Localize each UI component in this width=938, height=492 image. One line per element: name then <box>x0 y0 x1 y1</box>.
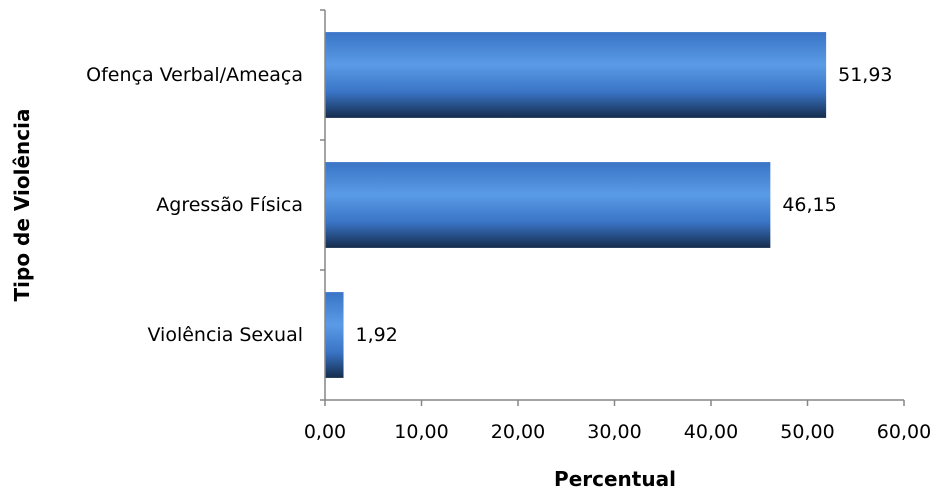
data-label-0: 51,93 <box>838 64 892 86</box>
category-label-1: Agressão Física <box>156 194 303 216</box>
y-axis <box>320 9 326 401</box>
x-tick-label-3: 30,00 <box>587 421 641 443</box>
x-tick-label-6: 60,00 <box>877 421 931 443</box>
x-tick-label-1: 10,00 <box>394 421 448 443</box>
bar-0 <box>325 32 827 118</box>
x-tick-label-4: 40,00 <box>684 421 738 443</box>
value-labels-group: 51,93 46,15 1,92 <box>356 64 893 346</box>
category-labels-group: Ofença Verbal/Ameaça Agressão Física Violê… <box>86 64 303 346</box>
category-label-0: Ofença Verbal/Ameaça <box>86 64 303 86</box>
x-tick-label-2: 20,00 <box>491 421 545 443</box>
x-axis: 0,00 10,00 20,00 30,00 40,00 50,00 60,00 <box>304 399 931 443</box>
data-label-2: 1,92 <box>356 324 398 346</box>
x-axis-title: Percentual <box>554 467 676 491</box>
data-label-1: 46,15 <box>782 194 836 216</box>
category-label-2: Violência Sexual <box>147 324 303 346</box>
x-tick-label-5: 50,00 <box>780 421 834 443</box>
bars-group <box>325 32 827 378</box>
bar-2 <box>325 292 344 378</box>
x-tick-label-0: 0,00 <box>304 421 346 443</box>
bar-1 <box>325 162 771 248</box>
y-axis-title: Tipo de Violência <box>10 109 34 302</box>
